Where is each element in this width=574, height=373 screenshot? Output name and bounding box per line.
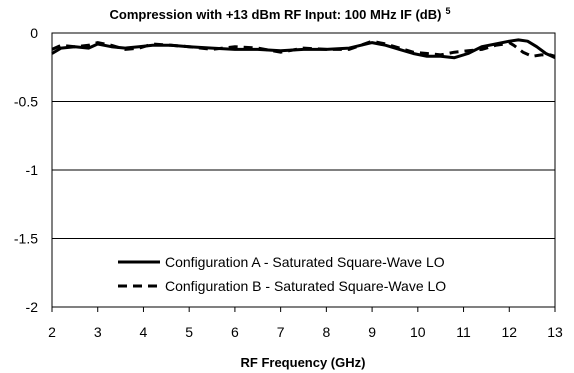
legend-label-config-a: Configuration A - Saturated Square-Wave … <box>165 254 445 270</box>
x-tick-label: 2 <box>48 324 56 340</box>
x-tick-label: 8 <box>322 324 330 340</box>
x-axis-label: RF Frequency (GHz) <box>241 355 366 370</box>
x-tick-label: 12 <box>501 324 517 340</box>
x-tick-label: 4 <box>140 324 148 340</box>
x-axis-ticks: 2 3 4 5 6 7 8 9 10 11 12 13 <box>48 307 563 340</box>
x-tick-label: 11 <box>456 324 471 340</box>
x-tick-label: 3 <box>94 324 102 340</box>
x-tick-label: 7 <box>277 324 285 340</box>
legend-background <box>113 248 500 302</box>
y-axis-ticks: 0 -0.5 -1 -1.5 -2 <box>14 25 38 315</box>
series-line-config-b <box>51 39 556 58</box>
x-tick-label: 13 <box>547 324 563 340</box>
chart-title: Compression with +13 dBm RF Input: 100 M… <box>110 6 451 22</box>
x-tick-label: 5 <box>185 324 193 340</box>
legend: Configuration A - Saturated Square-Wave … <box>113 248 500 302</box>
y-tick-label: -0.5 <box>14 94 38 110</box>
series-lines <box>51 38 556 60</box>
x-tick-label: 6 <box>231 324 239 340</box>
x-tick-label: 9 <box>368 324 376 340</box>
y-tick-label: 0 <box>30 25 38 41</box>
legend-label-config-b: Configuration B - Saturated Square-Wave … <box>165 278 446 294</box>
plot-area-frame <box>51 32 556 308</box>
y-tick-label: -2 <box>26 299 39 315</box>
x-tick-label: 10 <box>410 324 426 340</box>
y-tick-label: -1 <box>26 162 39 178</box>
y-tick-label: -1.5 <box>14 231 38 247</box>
